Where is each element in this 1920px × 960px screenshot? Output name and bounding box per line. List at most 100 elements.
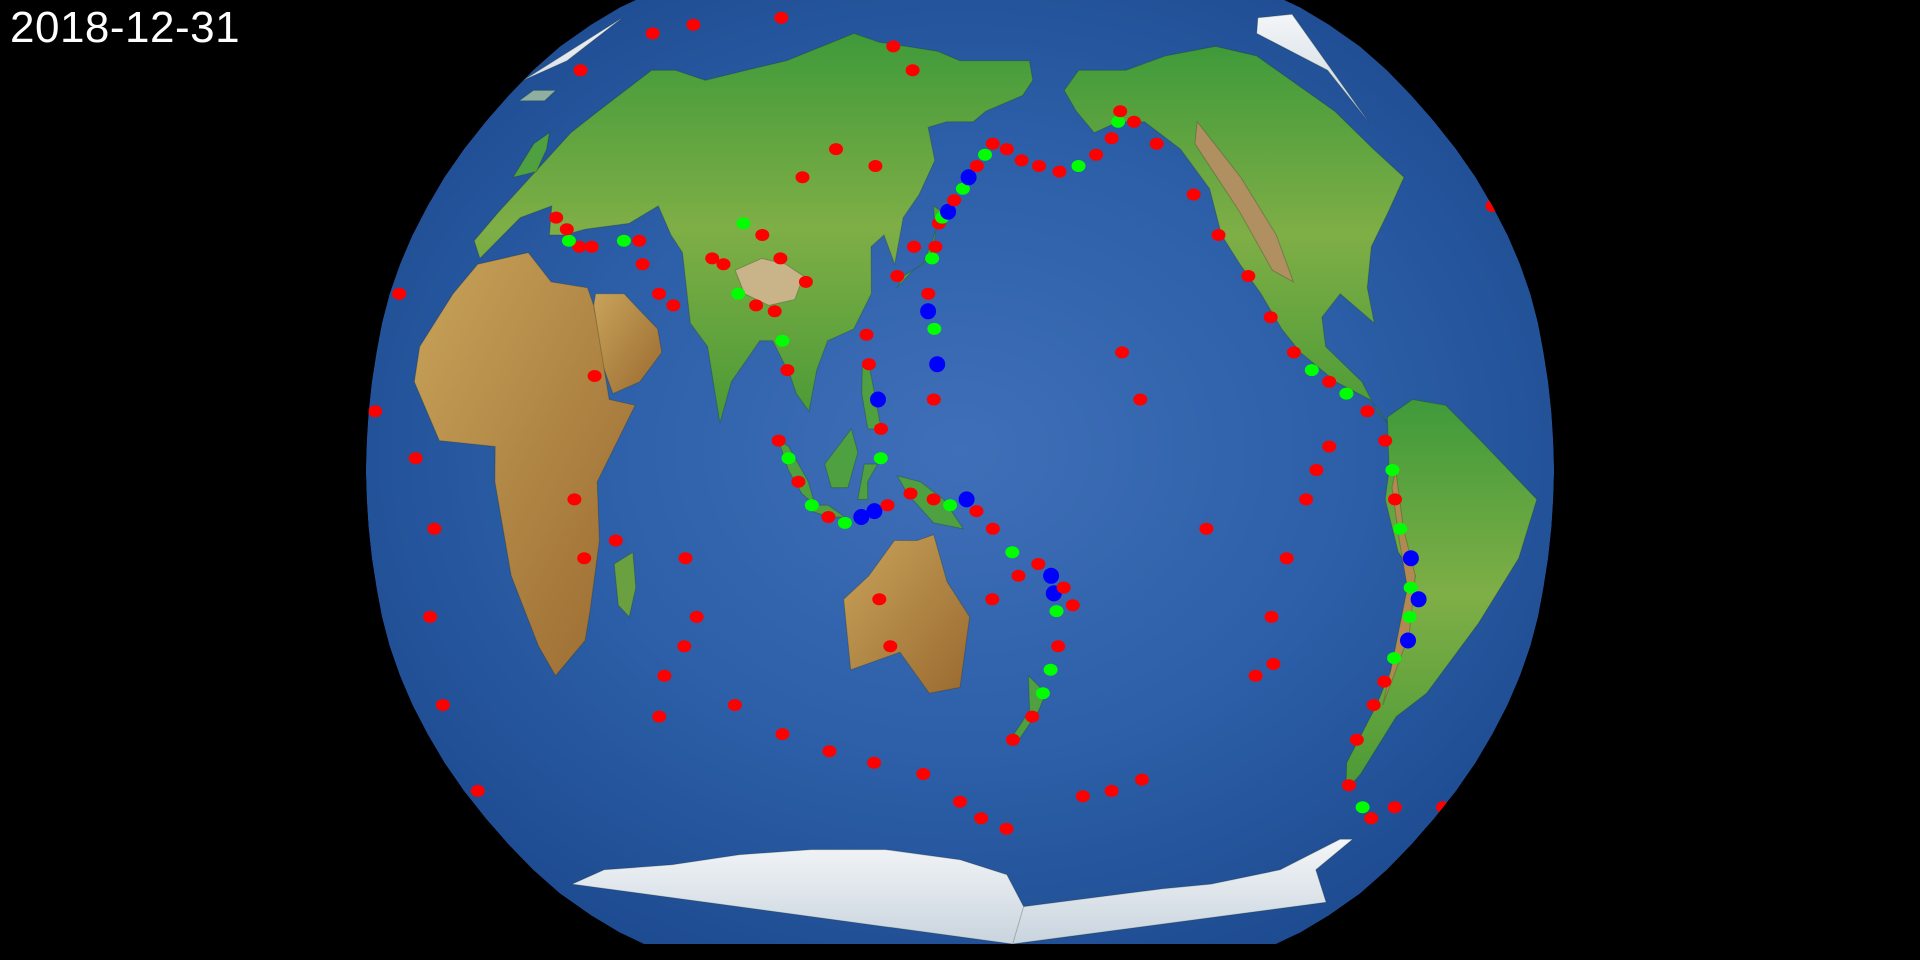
quake-marker-deep — [958, 491, 975, 508]
land-africa — [413, 252, 636, 677]
quake-marker-shallow — [1115, 346, 1130, 359]
quake-marker-shallow — [821, 511, 836, 523]
quake-marker-intermediate — [1387, 652, 1402, 665]
quake-marker-shallow — [1133, 393, 1148, 406]
quake-marker-shallow — [1378, 434, 1393, 447]
quake-marker-shallow — [1266, 658, 1281, 670]
quake-marker-intermediate — [943, 499, 958, 512]
quake-marker-shallow — [652, 710, 667, 723]
quake-marker-shallow — [1279, 552, 1294, 565]
quake-marker-shallow — [868, 160, 883, 172]
quake-marker-shallow — [1014, 154, 1029, 167]
quake-marker-shallow — [635, 258, 650, 271]
quake-marker-shallow — [905, 64, 920, 77]
quake-marker-shallow — [584, 240, 599, 253]
quake-marker-shallow — [883, 640, 898, 653]
quake-marker-shallow — [573, 64, 588, 77]
quake-marker-shallow — [1377, 675, 1392, 688]
land-iceland — [517, 89, 557, 102]
quake-marker-deep — [1410, 591, 1427, 608]
quake-marker-shallow — [689, 610, 704, 623]
quake-marker-shallow — [1387, 801, 1402, 814]
quake-marker-shallow — [1366, 699, 1381, 711]
quake-marker-shallow — [470, 784, 485, 797]
quake-marker-shallow — [1241, 270, 1256, 282]
quake-marker-deep — [870, 391, 886, 408]
land-borneo — [824, 427, 859, 489]
quake-marker-shallow — [780, 364, 795, 377]
quake-marker-shallow — [985, 522, 1000, 535]
quake-marker-shallow — [632, 234, 647, 247]
quake-marker-shallow — [727, 699, 742, 711]
quake-marker-shallow — [645, 27, 660, 40]
quake-marker-shallow — [567, 493, 582, 506]
quake-marker-shallow — [928, 240, 943, 253]
quake-marker-shallow — [1011, 569, 1026, 582]
quake-marker-intermediate — [1304, 364, 1319, 377]
quake-marker-shallow — [749, 299, 764, 312]
quake-marker-deep — [960, 169, 977, 186]
quake-marker-shallow — [549, 211, 564, 224]
quake-marker-shallow — [1349, 733, 1364, 746]
quake-marker-intermediate — [1385, 464, 1400, 476]
quake-marker-shallow — [755, 229, 770, 241]
quake-marker-shallow — [969, 505, 984, 518]
quake-marker-shallow — [791, 475, 806, 488]
quake-marker-shallow — [974, 812, 989, 825]
quake-marker-intermediate — [955, 182, 970, 195]
quake-marker-intermediate — [837, 516, 852, 529]
quake-marker-intermediate — [781, 452, 796, 465]
quake-marker-shallow — [716, 258, 731, 271]
quake-marker-intermediate — [1355, 801, 1370, 814]
land-antarctica — [570, 838, 1354, 944]
earthquake-markers — [368, 11, 1500, 835]
quake-marker-intermediate — [731, 287, 746, 300]
land-australia — [843, 534, 971, 694]
land-asia — [473, 32, 1034, 424]
quake-marker-shallow — [1104, 132, 1119, 145]
quake-marker-shallow — [926, 393, 941, 406]
quake-marker-shallow — [1089, 148, 1104, 161]
date-label: 2018-12-31 — [10, 3, 241, 52]
quake-marker-shallow — [678, 552, 693, 565]
quake-marker-shallow — [1263, 311, 1278, 324]
quake-marker-intermediate — [1402, 610, 1417, 623]
quake-marker-shallow — [1364, 812, 1379, 825]
quake-marker-deep — [920, 303, 937, 320]
quake-marker-shallow — [880, 499, 895, 512]
quake-marker-shallow — [886, 40, 901, 53]
quake-marker-shallow — [368, 405, 383, 418]
quake-marker-shallow — [859, 328, 874, 341]
quake-marker-shallow — [1299, 493, 1314, 506]
quake-marker-shallow — [1075, 790, 1090, 803]
quake-marker-shallow — [608, 534, 623, 547]
quake-marker-intermediate — [925, 252, 940, 265]
quake-marker-intermediate — [775, 334, 790, 347]
quake-marker-intermediate — [804, 499, 819, 512]
land-sulawesi — [857, 463, 879, 500]
quake-marker-shallow — [392, 287, 407, 300]
quake-marker-shallow — [926, 493, 941, 506]
quake-marker-intermediate — [1111, 115, 1126, 128]
quake-marker-shallow — [921, 287, 936, 300]
quake-marker-shallow — [1104, 784, 1119, 797]
quake-marker-shallow — [1113, 105, 1128, 118]
quake-marker-shallow — [999, 822, 1014, 835]
quake-marker-intermediate — [736, 217, 751, 230]
quake-marker-shallow — [798, 275, 813, 288]
quake-marker-shallow — [774, 11, 789, 24]
quake-marker-shallow — [795, 171, 810, 184]
quake-marker-shallow — [890, 270, 905, 282]
quake-marker-shallow — [1322, 440, 1337, 453]
quake-marker-intermediate — [978, 148, 992, 161]
quake-marker-intermediate — [1071, 160, 1086, 172]
quake-marker-shallow — [916, 768, 931, 780]
quake-marker-deep — [1400, 632, 1416, 649]
land-rockies — [1194, 120, 1295, 283]
quake-marker-intermediate — [1403, 581, 1418, 594]
quake-marker-shallow — [874, 422, 888, 435]
quake-marker-shallow — [705, 252, 720, 265]
quake-marker-shallow — [657, 669, 672, 682]
quake-marker-shallow — [427, 522, 442, 535]
